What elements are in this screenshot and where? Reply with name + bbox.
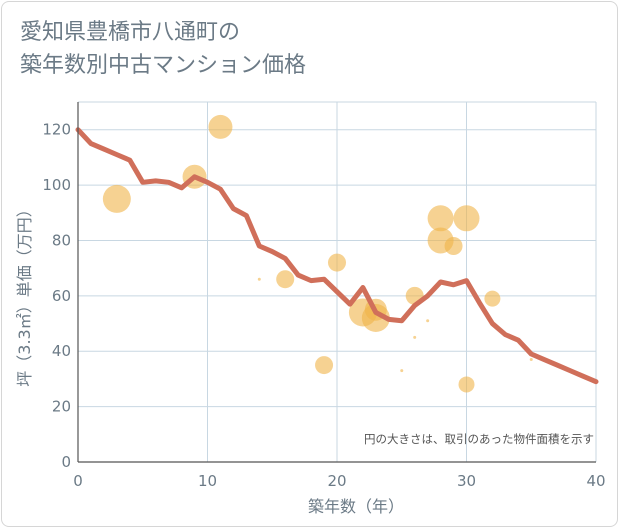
chart-title-line-2: 築年数別中古マンション価格	[20, 53, 307, 78]
y-tick-label: 100	[42, 176, 71, 194]
bubble-point	[102, 184, 131, 213]
bubble-point	[453, 205, 480, 232]
bubble-point	[444, 237, 463, 255]
y-tick-label: 80	[52, 231, 71, 249]
bubble-point	[361, 304, 390, 332]
y-axis-label: 坪（3.3㎡）単価（万円）	[15, 201, 34, 386]
x-tick-label: 40	[586, 472, 605, 490]
y-tick-label: 0	[61, 453, 71, 471]
y-tick-label: 60	[52, 287, 71, 305]
bubble-point	[208, 114, 233, 139]
y-tick-labels: 0 20 40 60 80 100 120	[42, 121, 71, 471]
axes	[77, 102, 596, 463]
bubble-point	[413, 335, 417, 339]
y-tick-label: 20	[52, 398, 71, 416]
chart-title: 愛知県豊橋市八通町の 築年数別中古マンション価格	[20, 16, 306, 82]
x-axis-label: 築年数（年）	[308, 497, 404, 516]
bubble-point	[426, 319, 430, 323]
y-tick-label: 120	[42, 121, 71, 139]
bubble-point	[276, 270, 295, 289]
x-tick-label: 10	[198, 472, 217, 490]
bubble-point	[427, 205, 454, 232]
average-price-line	[75, 127, 599, 385]
bubble-point	[328, 253, 346, 272]
bubble-point	[257, 277, 261, 281]
x-tick-labels: 0 10 20 30 40	[73, 472, 605, 490]
gridlines	[78, 101, 597, 462]
x-tick-label: 0	[73, 472, 83, 490]
bubble-size-note: 円の大きさは、取引のあった物件面積を示す	[364, 432, 594, 446]
x-tick-label: 30	[457, 472, 476, 490]
bubble-point	[400, 369, 404, 373]
bubble-point	[458, 376, 475, 393]
y-tick-label: 40	[52, 342, 71, 360]
x-tick-label: 20	[327, 472, 346, 490]
bubble-point	[484, 290, 501, 307]
bubble-point	[315, 356, 334, 375]
chart-title-line-1: 愛知県豊橋市八通町の	[20, 20, 241, 45]
bubble-point	[529, 358, 533, 362]
